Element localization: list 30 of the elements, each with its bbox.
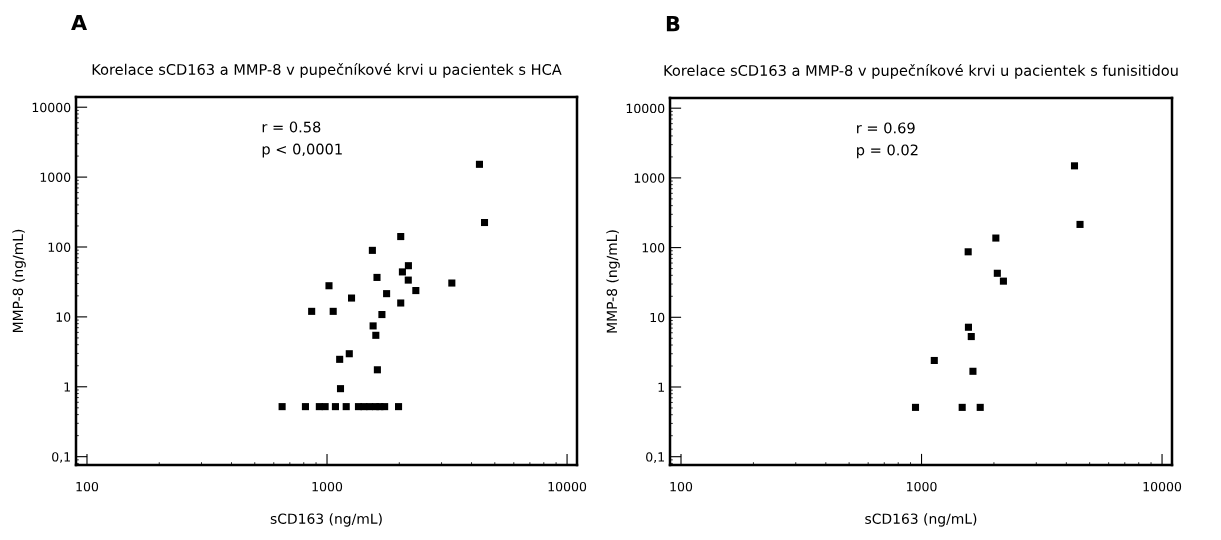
annotation: r = 0.69 <box>857 122 915 134</box>
y-tick-label: 10000 <box>32 102 71 113</box>
x-tick-label: 100 <box>670 481 693 492</box>
text: B <box>666 16 680 32</box>
x-tick-label: 1000 <box>312 481 343 492</box>
y-axis-title: MMP-8 (ng/mL) <box>606 230 620 333</box>
x-tick-label: 1000 <box>906 481 937 492</box>
x-tick-label: 100 <box>76 481 99 492</box>
y-tick-label: 1 <box>658 382 664 392</box>
y-tick-label: 1000 <box>40 172 71 183</box>
x-tick-label: 10000 <box>1143 481 1182 492</box>
y-tick-label: 100 <box>48 242 71 252</box>
y-tick-label: 100 <box>642 243 665 253</box>
y-tick-label: 10000 <box>626 103 665 114</box>
x-axis-title: sCD163 (ng/mL) <box>270 513 382 527</box>
y-tick-label: 1000 <box>634 173 665 183</box>
y-tick-label: 0,1 <box>646 452 664 463</box>
x-axis-title: sCD163 (ng/mL) <box>865 513 977 527</box>
chart-title: Korelace sCD163 a MMP-8 v pupečníkové krvi u pacientek s HCA <box>92 63 562 78</box>
y-tick-label: 1 <box>64 382 70 392</box>
annotation: r = 0.58 <box>262 121 321 133</box>
y-tick-label: 0,1 <box>52 452 70 463</box>
y-tick-label: 10 <box>650 312 665 323</box>
annotation: p < 0,0001 <box>262 143 342 158</box>
chart-title: Korelace sCD163 a MMP-8 v pupečníkové krvi u pacientek s funisitidou <box>664 64 1178 79</box>
y-axis-title: MMP-8 (ng/mL) <box>12 229 26 332</box>
y-tick-label: 10 <box>56 312 71 322</box>
x-tick-label: 10000 <box>548 481 587 492</box>
text: A <box>71 14 88 31</box>
annotation: p = 0.02 <box>857 144 918 159</box>
